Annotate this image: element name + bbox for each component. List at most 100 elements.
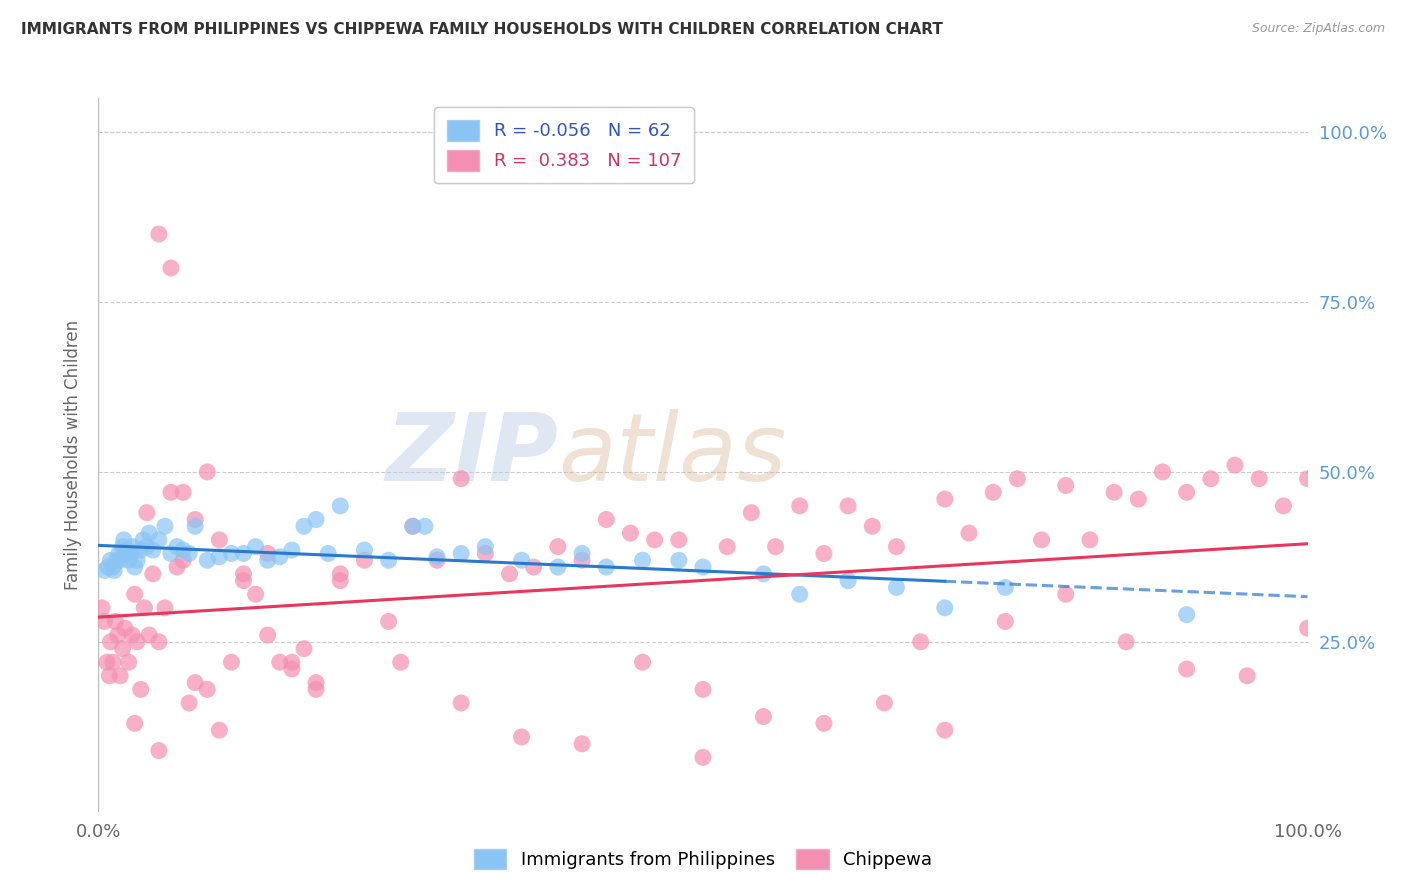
Point	[765, 540, 787, 554]
Point	[256, 553, 278, 567]
Legend: R = -0.056   N = 62, R =  0.383   N = 107: R = -0.056 N = 62, R = 0.383 N = 107	[434, 107, 693, 183]
Point	[1175, 662, 1198, 676]
Point	[120, 546, 142, 560]
Point	[474, 546, 496, 560]
Point	[98, 669, 121, 683]
Point	[281, 655, 304, 669]
Point	[1296, 472, 1319, 486]
Point	[305, 675, 328, 690]
Point	[571, 546, 593, 560]
Point	[135, 540, 157, 554]
Point	[232, 566, 254, 581]
Point	[111, 641, 134, 656]
Point	[305, 512, 328, 526]
Point	[329, 574, 352, 588]
Point	[153, 519, 176, 533]
Point	[232, 574, 254, 588]
Point	[873, 696, 896, 710]
Point	[93, 564, 115, 578]
Point	[127, 635, 149, 649]
Point	[148, 743, 170, 757]
Point	[132, 533, 155, 547]
Point	[245, 540, 267, 554]
Point	[127, 553, 149, 567]
Point	[498, 566, 520, 581]
Point	[1054, 587, 1077, 601]
Point	[108, 553, 131, 567]
Point	[166, 560, 188, 574]
Point	[148, 533, 170, 547]
Point	[1236, 669, 1258, 683]
Point	[631, 553, 654, 567]
Point	[124, 587, 146, 601]
Point	[148, 227, 170, 241]
Point	[108, 546, 131, 560]
Point	[292, 641, 315, 656]
Point	[184, 512, 207, 526]
Point	[117, 543, 139, 558]
Point	[595, 512, 617, 526]
Point	[474, 540, 496, 554]
Point	[1249, 472, 1271, 486]
Point	[97, 560, 120, 574]
Point	[142, 566, 165, 581]
Point	[837, 574, 859, 588]
Point	[179, 696, 201, 710]
Point	[886, 540, 908, 554]
Point	[111, 540, 134, 554]
Point	[195, 553, 218, 567]
Point	[91, 600, 114, 615]
Text: IMMIGRANTS FROM PHILIPPINES VS CHIPPEWA FAMILY HOUSEHOLDS WITH CHILDREN CORRELAT: IMMIGRANTS FROM PHILIPPINES VS CHIPPEWA …	[21, 22, 943, 37]
Point	[377, 615, 399, 629]
Point	[910, 635, 932, 649]
Point	[208, 533, 231, 547]
Legend: Immigrants from Philippines, Chippewa: Immigrants from Philippines, Chippewa	[464, 839, 942, 879]
Point	[1152, 465, 1174, 479]
Point	[124, 716, 146, 731]
Point	[450, 696, 472, 710]
Y-axis label: Family Households with Children: Family Households with Children	[63, 320, 82, 590]
Point	[160, 546, 183, 560]
Point	[994, 581, 1017, 595]
Point	[813, 716, 835, 731]
Point	[860, 519, 883, 533]
Point	[426, 553, 449, 567]
Point	[934, 723, 956, 738]
Point	[208, 723, 231, 738]
Point	[221, 546, 243, 560]
Point	[402, 519, 425, 533]
Point	[208, 549, 231, 564]
Point	[329, 499, 352, 513]
Point	[789, 587, 811, 601]
Point	[595, 560, 617, 574]
Point	[221, 655, 243, 669]
Point	[184, 675, 207, 690]
Point	[195, 682, 218, 697]
Point	[153, 600, 176, 615]
Point	[644, 533, 666, 547]
Point	[1296, 621, 1319, 635]
Point	[994, 615, 1017, 629]
Point	[571, 553, 593, 567]
Point	[118, 655, 141, 669]
Point	[100, 553, 122, 567]
Text: ZIP: ZIP	[385, 409, 558, 501]
Text: atlas: atlas	[558, 409, 786, 500]
Point	[353, 543, 375, 558]
Point	[692, 750, 714, 764]
Point	[316, 546, 339, 560]
Point	[886, 581, 908, 595]
Point	[292, 519, 315, 533]
Point	[121, 540, 143, 554]
Point	[93, 615, 115, 629]
Point	[450, 546, 472, 560]
Point	[353, 553, 375, 567]
Point	[129, 543, 152, 558]
Point	[172, 543, 194, 558]
Point	[100, 635, 122, 649]
Point	[389, 655, 412, 669]
Point	[281, 543, 304, 558]
Point	[107, 628, 129, 642]
Point	[114, 621, 136, 635]
Point	[269, 549, 291, 564]
